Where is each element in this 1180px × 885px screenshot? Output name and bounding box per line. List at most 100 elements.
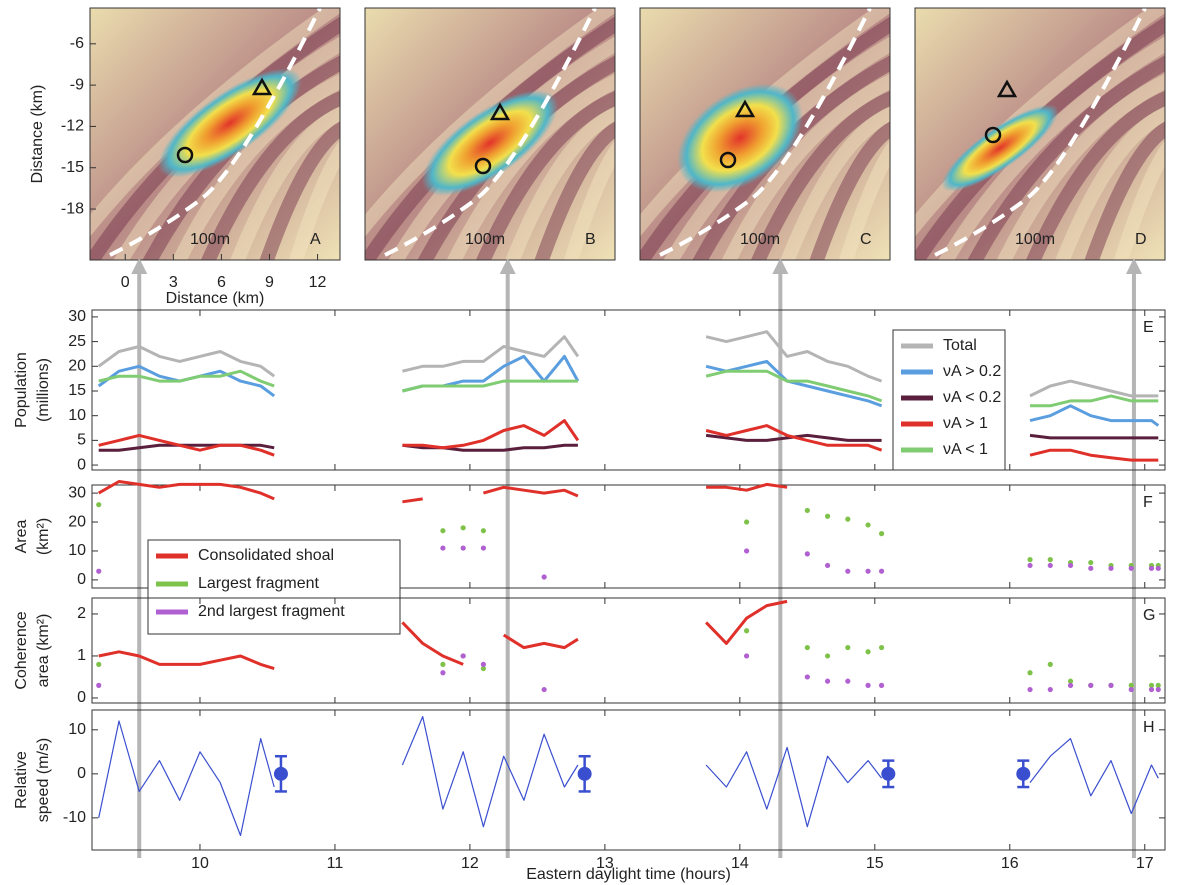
streak bbox=[171, 73, 340, 260]
triangle-marker bbox=[734, 99, 756, 118]
y-tick-label: 0 bbox=[77, 571, 86, 588]
data-dot bbox=[845, 678, 851, 684]
image-content bbox=[640, 8, 890, 260]
plot-frame bbox=[91, 709, 1166, 851]
data-dot bbox=[878, 568, 885, 574]
x-tick-label: 16 bbox=[1001, 855, 1019, 872]
image-frame bbox=[364, 7, 616, 261]
data-dot bbox=[480, 528, 487, 534]
data-dot bbox=[440, 670, 446, 676]
panel-label: B bbox=[585, 231, 596, 248]
data-dot bbox=[743, 519, 750, 525]
x-tick-label: 13 bbox=[596, 855, 614, 872]
data-dot bbox=[460, 525, 466, 531]
image-panel: 100m D bbox=[914, 7, 1166, 261]
triangle-marker bbox=[489, 102, 511, 121]
series-line bbox=[98, 716, 1159, 837]
data-dot bbox=[845, 516, 851, 522]
y-tick-label: -12 bbox=[61, 118, 84, 135]
streak bbox=[1113, 140, 1165, 260]
y-axis-label: Population bbox=[13, 352, 30, 428]
streak bbox=[838, 140, 890, 260]
data-dot bbox=[804, 644, 810, 651]
mean-point bbox=[273, 766, 288, 781]
legend-label: νA < 1 bbox=[943, 441, 988, 458]
y-axis-label: Relative bbox=[13, 751, 30, 809]
shelf-edge bbox=[109, 8, 322, 257]
scale-label: 100m bbox=[465, 231, 505, 248]
data-dot bbox=[440, 528, 446, 534]
panel-label: F bbox=[1143, 494, 1153, 511]
x-axis-label: Distance (km) bbox=[166, 290, 265, 307]
streak bbox=[230, 106, 340, 260]
streak bbox=[259, 121, 340, 260]
data-dot bbox=[804, 507, 810, 514]
data-dot bbox=[865, 568, 871, 574]
x-axis-label: Eastern daylight time (hours) bbox=[526, 866, 731, 883]
streak bbox=[780, 106, 890, 260]
y-tick-label: 2 bbox=[77, 605, 86, 622]
streak bbox=[967, 55, 1165, 260]
data-dot bbox=[1047, 557, 1053, 563]
data-dot bbox=[865, 522, 871, 528]
y-tick-label: 20 bbox=[68, 358, 86, 375]
legend-label: Consolidated shoal bbox=[198, 547, 334, 564]
series-line bbox=[98, 419, 1159, 462]
image-frame bbox=[914, 7, 1166, 261]
x-tick-label: 6 bbox=[217, 274, 226, 291]
data-dot bbox=[865, 649, 871, 655]
y-tick-label: 15 bbox=[68, 382, 86, 399]
image-frame bbox=[639, 7, 891, 261]
x-tick-label: 9 bbox=[265, 274, 274, 291]
series-line bbox=[98, 433, 1159, 452]
data-dot bbox=[480, 545, 487, 551]
plot-frame bbox=[91, 309, 1166, 471]
data-dot bbox=[845, 568, 851, 574]
y-tick-label: -9 bbox=[70, 76, 84, 93]
legend-label: νA < 0.2 bbox=[943, 389, 1001, 406]
streak bbox=[1084, 121, 1165, 260]
y-axis-label: Distance (km) bbox=[29, 85, 46, 184]
data-dot bbox=[1155, 682, 1161, 688]
streak bbox=[938, 36, 1165, 260]
data-dot bbox=[1047, 686, 1053, 693]
data-dot bbox=[824, 562, 831, 569]
data-dot bbox=[1128, 682, 1134, 688]
y-axis-label: area (km²) bbox=[35, 614, 52, 688]
x-tick-label: 3 bbox=[169, 274, 178, 291]
y-tick-label: 0 bbox=[77, 689, 86, 706]
data-dot bbox=[824, 513, 831, 519]
y-tick-label: -15 bbox=[61, 159, 84, 176]
data-dot bbox=[1027, 562, 1033, 569]
data-dot bbox=[1027, 670, 1033, 676]
data-dot bbox=[878, 644, 885, 651]
x-tick-label: 12 bbox=[309, 274, 327, 291]
data-dot bbox=[824, 678, 831, 684]
data-dot bbox=[1108, 565, 1114, 571]
triangle-marker bbox=[251, 77, 273, 96]
streak bbox=[200, 91, 340, 260]
mean-point bbox=[1016, 766, 1031, 781]
data-dot bbox=[865, 682, 871, 688]
data-dot bbox=[96, 661, 102, 667]
arrow-head bbox=[499, 258, 516, 274]
data-dot bbox=[1067, 682, 1074, 688]
y-axis-label: (millions) bbox=[35, 358, 52, 422]
y-tick-label: -10 bbox=[63, 809, 86, 826]
panel-label: A bbox=[310, 231, 321, 248]
y-tick-label: 10 bbox=[68, 542, 86, 559]
data-dot bbox=[743, 548, 750, 554]
legend-label: Total bbox=[943, 337, 977, 354]
x-tick-label: 14 bbox=[731, 855, 749, 872]
y-tick-label: 20 bbox=[68, 513, 86, 530]
school-blob bbox=[677, 83, 803, 193]
data-dot bbox=[1067, 678, 1074, 684]
scale-label: 100m bbox=[1015, 231, 1055, 248]
legend-label: 2nd largest fragment bbox=[198, 603, 345, 620]
data-dot bbox=[804, 551, 810, 557]
data-dot bbox=[1047, 562, 1053, 569]
image-content bbox=[915, 8, 1165, 260]
plot-frame bbox=[91, 484, 1166, 589]
image-panel: 100m B bbox=[364, 7, 616, 261]
